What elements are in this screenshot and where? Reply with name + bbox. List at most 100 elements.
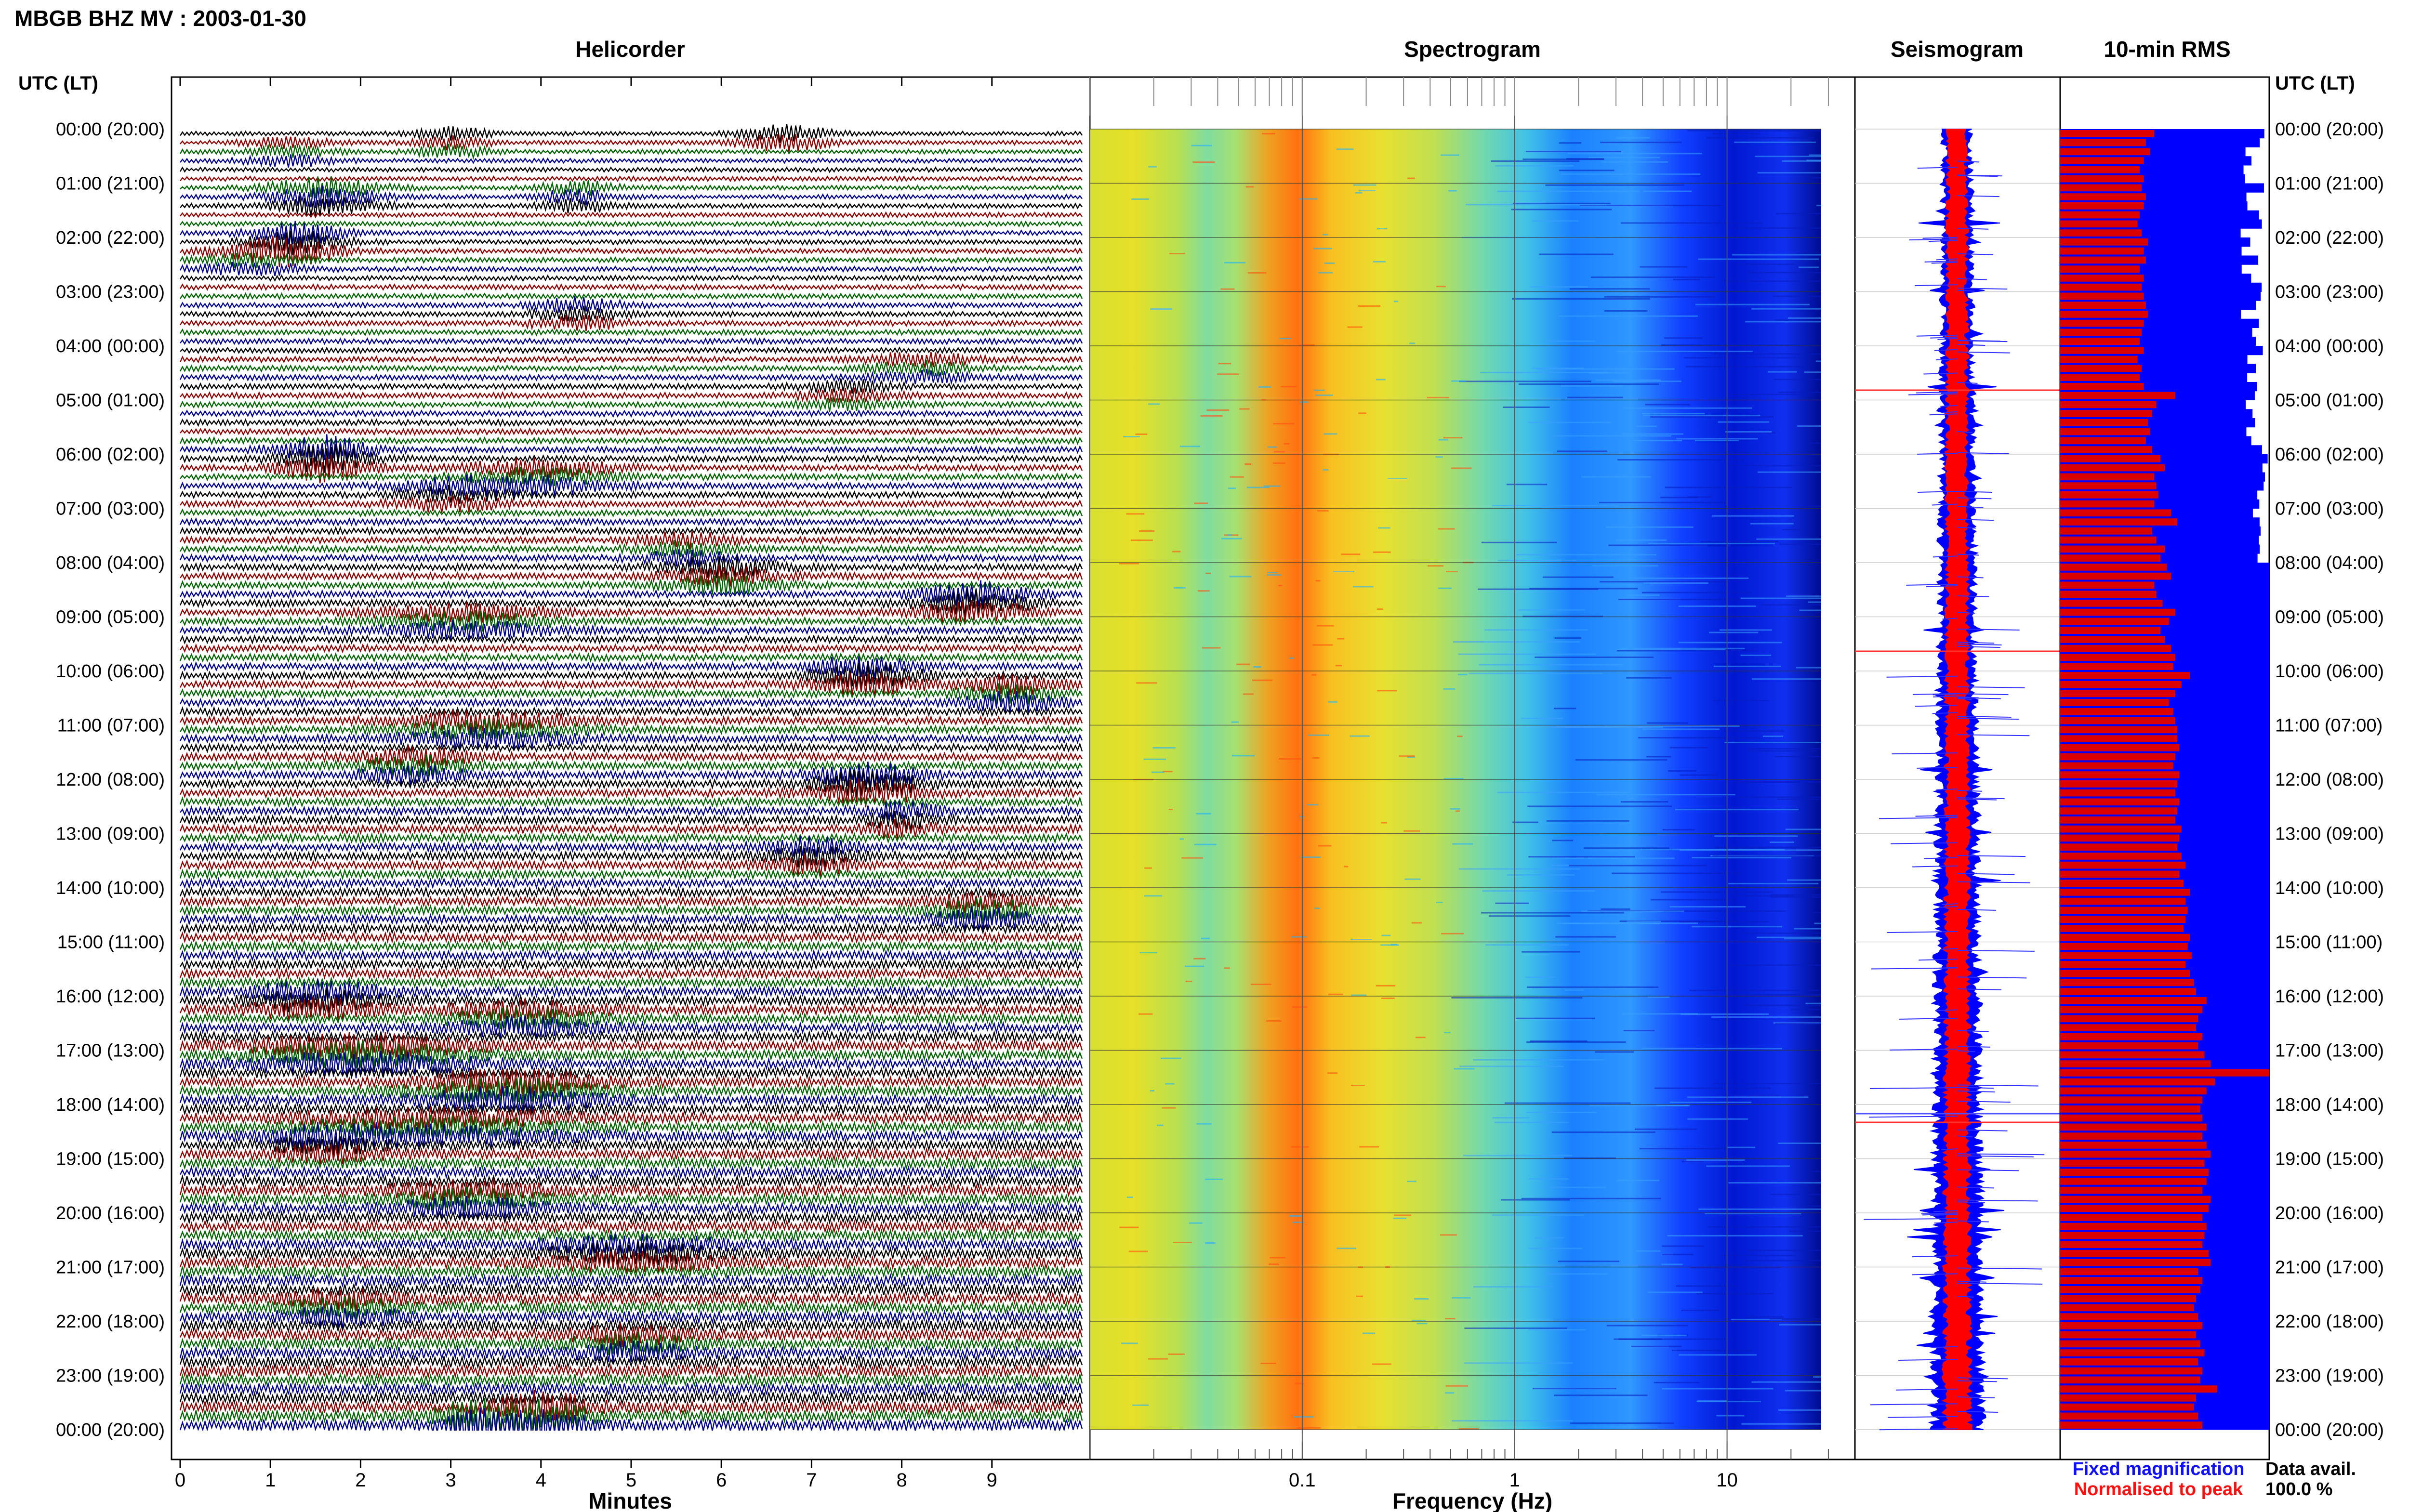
spectrogram-stripe xyxy=(1706,1165,1790,1167)
spectrogram-x-tick-label: 0.1 xyxy=(1289,1470,1316,1491)
spectrogram-stripe xyxy=(1584,847,1669,849)
spectrogram-stripe xyxy=(1452,1420,1573,1422)
helicorder-trace xyxy=(179,1304,1083,1329)
rms-bar-normalised xyxy=(2060,870,2180,878)
rms-bar-normalised xyxy=(2060,771,2180,778)
spectrogram-stripe xyxy=(1678,605,1756,607)
seismogram-spike xyxy=(1957,988,2001,990)
spectrogram-stripe xyxy=(1617,459,1745,461)
spectrogram-stripe xyxy=(1692,857,1792,859)
spectrogram-stripe xyxy=(1681,1309,1720,1311)
spectrogram-speck xyxy=(1139,952,1158,954)
utc-header-left: UTC (LT) xyxy=(18,73,98,94)
seismogram-spike xyxy=(1892,752,1958,755)
spectrogram-stripe xyxy=(1581,910,1684,912)
spectrogram-stripe xyxy=(1566,158,1604,160)
seismogram-spike xyxy=(1957,1030,1989,1032)
spectrogram-speck xyxy=(1246,486,1270,488)
spectrogram-stripe xyxy=(1755,156,1821,158)
helicorder-trace xyxy=(179,877,1083,890)
rms-bar-normalised xyxy=(2060,184,2142,192)
helicorder-trace xyxy=(180,610,1083,632)
spectrogram-stripe xyxy=(1620,801,1668,803)
spectrogram-stripe xyxy=(1491,160,1580,162)
spectrogram-speck xyxy=(1435,456,1443,458)
helicorder-trace xyxy=(179,274,1083,282)
rms-bar-normalised xyxy=(2060,834,2180,842)
spectrogram-stripe xyxy=(1713,700,1769,702)
helicorder-trace xyxy=(179,1372,1083,1388)
spectrogram-panel: 0.1 1 10 Frequency (Hz) xyxy=(1089,76,1856,1512)
spectrogram-stripe xyxy=(1464,1327,1567,1329)
spectrogram-stripe xyxy=(1705,1212,1801,1214)
seismogram-spike xyxy=(1919,959,1958,961)
spectrogram-speck xyxy=(1227,534,1232,536)
spectrogram-stripe xyxy=(1459,1065,1564,1067)
rms-panel xyxy=(2059,76,2270,1460)
spectrogram-speck xyxy=(1323,234,1328,236)
spectrogram-speck xyxy=(1148,403,1160,405)
helicorder-trace xyxy=(179,1390,1083,1406)
spectrogram-stripe xyxy=(1715,846,1821,848)
helicorder-trace xyxy=(179,718,1083,740)
spectrogram-stripe xyxy=(1714,353,1821,355)
seismogram-spike xyxy=(1957,195,1999,197)
spectrogram-stripe xyxy=(1701,540,1778,542)
spectrogram-speck xyxy=(1217,373,1239,375)
spectrogram-speck xyxy=(1407,177,1415,179)
spectrogram-stripe xyxy=(1639,1148,1751,1150)
spectrogram-stripe xyxy=(1680,774,1718,776)
rms-bar-normalised xyxy=(2060,1385,2217,1393)
spectrogram-speck xyxy=(1289,657,1294,659)
seismogram-spike xyxy=(1923,372,1958,375)
spectrogram-stripe xyxy=(1777,798,1821,800)
rms-bar-normalised xyxy=(2060,762,2173,770)
spectrogram-stripe xyxy=(1687,130,1756,131)
spectrogram-speck xyxy=(1412,1319,1426,1321)
helicorder-trace xyxy=(179,726,1083,750)
time-label-left: 03:00 (23:00) xyxy=(56,282,165,302)
spectrogram-stripe xyxy=(1528,1329,1586,1331)
spectrogram-stripe xyxy=(1620,920,1738,922)
spectrogram-stripe xyxy=(1529,1178,1569,1180)
helicorder-trace xyxy=(179,778,1083,808)
seismogram-spike xyxy=(1930,336,1958,339)
spectrogram-stripe xyxy=(1662,1245,1704,1247)
spectrogram-stripe xyxy=(1605,526,1694,528)
spectrogram-stripe xyxy=(1697,1400,1728,1402)
spectrogram-stripe xyxy=(1662,1253,1694,1255)
spectrogram-speck xyxy=(1399,755,1415,757)
spectrogram-speck xyxy=(1451,380,1466,382)
spectrogram-speck xyxy=(1197,590,1210,592)
spectrogram-stripe xyxy=(1554,637,1582,639)
spectrogram-speck xyxy=(1126,1196,1133,1198)
rms-bar-normalised xyxy=(2060,1376,2200,1384)
rms-bar-normalised xyxy=(2060,202,2144,210)
rms-bar-normalised xyxy=(2060,618,2169,625)
spectrogram-speck xyxy=(1131,198,1149,200)
spectrogram-speck xyxy=(1243,693,1254,695)
spectrogram-stripe xyxy=(1564,1157,1616,1159)
rms-bar-normalised xyxy=(2060,374,2140,381)
spectrogram-stripe xyxy=(1604,725,1740,727)
rms-bar-normalised xyxy=(2060,1096,2203,1104)
spectrogram-stripe xyxy=(1654,1381,1700,1383)
seismogram-spike xyxy=(1879,817,1958,819)
spectrogram-stripe xyxy=(1799,266,1819,268)
seismogram-spike xyxy=(1886,675,1958,678)
time-label-right: 06:00 (02:00) xyxy=(2275,445,2384,465)
seismogram-spike xyxy=(1957,628,2020,631)
helicorder-trace xyxy=(179,1102,1083,1116)
helicorder-trace xyxy=(179,1381,1083,1397)
spectrogram-speck xyxy=(1313,248,1332,250)
spectrogram-speck xyxy=(1438,528,1455,530)
spectrogram-speck xyxy=(1323,469,1329,471)
time-label-left: 13:00 (09:00) xyxy=(56,824,165,844)
spectrogram-speck xyxy=(1352,586,1374,588)
spectrogram-speck xyxy=(1407,756,1416,758)
time-label-left: 15:00 (11:00) xyxy=(57,933,165,953)
spectrogram-speck xyxy=(1377,228,1388,230)
spectrogram-stripe xyxy=(1681,1160,1704,1162)
rms-bar-normalised xyxy=(2060,545,2165,553)
spectrogram-speck xyxy=(1390,944,1397,946)
